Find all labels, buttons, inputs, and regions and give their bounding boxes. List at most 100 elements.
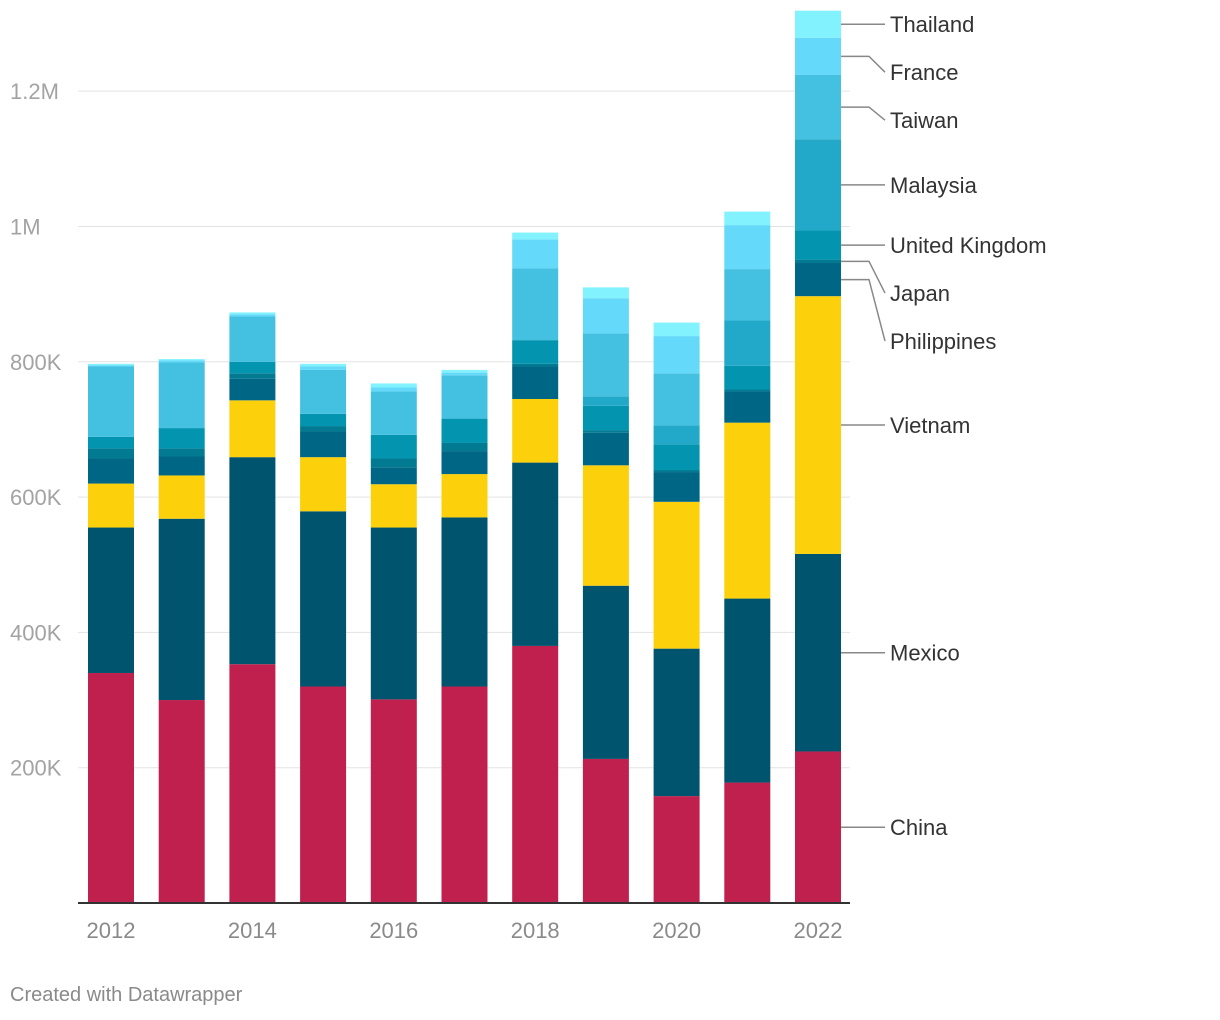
bar-2017-vietnam [441, 474, 488, 518]
bar-2021-japan [724, 389, 771, 392]
bar-2022-united-kingdom [795, 230, 841, 260]
bar-2014-japan [229, 373, 276, 379]
bars [88, 10, 841, 903]
bar-2022-taiwan [795, 74, 841, 140]
x-tick-label: 2018 [511, 918, 560, 943]
legend-label-taiwan: Taiwan [890, 108, 958, 133]
bar-2018-mexico [512, 462, 559, 646]
bar-2015-france [300, 366, 347, 370]
y-tick-label: 800K [10, 350, 62, 375]
bar-2017-philippines [441, 451, 488, 475]
bar-2016-taiwan [370, 391, 417, 435]
bar-2019-thailand [582, 287, 629, 299]
bar-2020-malaysia [653, 425, 700, 445]
legend-label-thailand: Thailand [890, 12, 974, 37]
legend-label-malaysia: Malaysia [890, 173, 978, 198]
bar-2015-mexico [300, 511, 347, 687]
bar-2013-japan [158, 448, 205, 457]
bar-2013-united-kingdom [158, 428, 205, 449]
legend-label-united-kingdom: United Kingdom [890, 233, 1047, 258]
bar-2018-taiwan [512, 268, 559, 341]
bar-2021-vietnam [724, 422, 771, 599]
legend-leader-taiwan [841, 106, 886, 121]
bar-2016-vietnam [370, 484, 417, 528]
legend-label-china: China [890, 815, 948, 840]
bar-2012-united-kingdom [88, 436, 134, 449]
bar-2014-vietnam [229, 400, 276, 458]
bar-2015-united-kingdom [300, 413, 347, 427]
bar-2020-france [653, 336, 700, 374]
bar-2015-philippines [300, 431, 347, 458]
bar-2017-china [441, 686, 488, 903]
bar-2022-thailand [795, 10, 841, 38]
bar-2019-taiwan [582, 333, 629, 397]
bar-2018-philippines [512, 366, 559, 399]
bar-2015-thailand [300, 363, 347, 367]
bar-2015-vietnam [300, 457, 347, 512]
bar-2020-thailand [653, 322, 700, 337]
bar-2019-france [582, 298, 629, 334]
bar-2015-china [300, 686, 347, 903]
bar-2022-philippines [795, 263, 841, 297]
bar-2018-vietnam [512, 398, 559, 463]
bar-2014-china [229, 664, 276, 903]
bar-2017-thailand [441, 369, 488, 373]
bar-2019-mexico [582, 585, 629, 759]
bar-2019-japan [582, 430, 629, 433]
bar-2020-mexico [653, 648, 700, 797]
bar-2016-mexico [370, 527, 417, 700]
bar-2016-thailand [370, 383, 417, 388]
bar-2022-vietnam [795, 296, 841, 554]
bar-2014-thailand [229, 312, 276, 315]
x-tick-label: 2014 [228, 918, 277, 943]
bar-2018-japan [512, 363, 559, 367]
legend-label-philippines: Philippines [890, 329, 996, 354]
bar-2013-france [158, 360, 205, 363]
bar-2012-japan [88, 448, 134, 459]
bar-2021-france [724, 225, 771, 270]
bar-2022-china [795, 751, 841, 903]
bar-2012-thailand [88, 363, 134, 366]
bar-2012-vietnam [88, 483, 134, 528]
bar-2019-philippines [582, 432, 629, 466]
bar-2016-united-kingdom [370, 434, 417, 459]
bar-2012-mexico [88, 527, 134, 673]
legend-leader-france [841, 55, 886, 73]
legend-label-france: France [890, 60, 958, 85]
bar-2014-france [229, 314, 276, 317]
x-tick-label: 2022 [794, 918, 843, 943]
bar-2017-japan [441, 442, 488, 452]
bar-2012-taiwan [88, 366, 134, 437]
bar-2016-china [370, 699, 417, 903]
bar-2021-mexico [724, 598, 771, 783]
bar-2022-france [795, 37, 841, 75]
bar-2015-japan [300, 426, 347, 432]
bar-2020-china [653, 796, 700, 903]
bar-2018-thailand [512, 232, 559, 240]
bar-2013-china [158, 700, 205, 903]
bar-2016-japan [370, 458, 417, 468]
bar-2018-china [512, 645, 559, 903]
bar-2020-united-kingdom [653, 444, 700, 471]
legend: China Mexico Vietnam Philippines Japan United… [841, 12, 1047, 840]
legend-label-vietnam: Vietnam [890, 413, 970, 438]
bar-2017-united-kingdom [441, 418, 488, 443]
bar-2020-japan [653, 470, 700, 473]
bar-2014-mexico [229, 457, 276, 665]
bar-2022-malaysia [795, 139, 841, 231]
y-tick-label: 1M [10, 214, 41, 239]
bar-2013-mexico [158, 518, 205, 701]
x-tick-label: 2020 [652, 918, 701, 943]
bar-2014-philippines [229, 378, 276, 401]
legend-leader-japan [841, 260, 886, 294]
bar-2012-philippines [88, 458, 134, 484]
bar-2021-united-kingdom [724, 365, 771, 390]
bar-2018-france [512, 239, 559, 269]
x-tick-label: 2016 [369, 918, 418, 943]
bar-2020-taiwan [653, 373, 700, 426]
y-tick-label: 1.2M [10, 79, 59, 104]
y-tick-label: 600K [10, 485, 62, 510]
y-axis-ticks: 200K 400K 600K 800K 1M 1.2M [10, 79, 62, 781]
x-axis: 2012 2014 2016 2018 2020 2022 [78, 902, 850, 943]
bar-2021-china [724, 782, 771, 903]
